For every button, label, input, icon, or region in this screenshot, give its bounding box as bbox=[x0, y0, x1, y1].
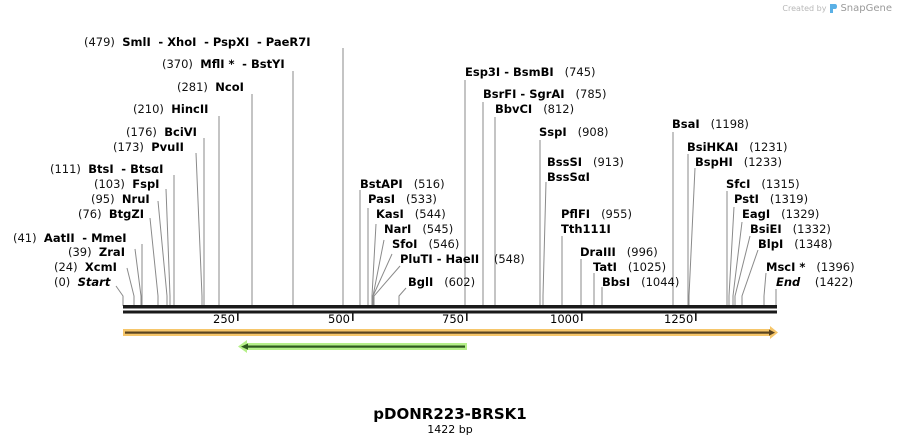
site-label-aatii[interactable]: (41) AatII - MmeI bbox=[13, 231, 127, 245]
site-label-nari[interactable]: NarI (545) bbox=[384, 222, 454, 236]
ruler-label-750: 750 bbox=[442, 312, 464, 326]
snapgene-logo-icon bbox=[830, 4, 838, 13]
site-label-sfoi[interactable]: SfoI (546) bbox=[392, 237, 460, 251]
site-label-bsphi[interactable]: BspHI (1233) bbox=[695, 155, 782, 169]
site-label-bstapi[interactable]: BstAPI (516) bbox=[360, 177, 445, 191]
site-label-hincii[interactable]: (210) HincII bbox=[133, 102, 209, 116]
backbone bbox=[123, 305, 777, 314]
site-label-bsihkai[interactable]: BsiHKAI (1231) bbox=[687, 140, 788, 154]
site-label-bsssi[interactable]: BssSI (913) bbox=[547, 155, 624, 169]
site-label-zrai[interactable]: (39) ZraI bbox=[68, 245, 125, 259]
site-label-nrui[interactable]: (95) NruI bbox=[91, 192, 150, 206]
site-label-smli[interactable]: (479) SmlI - XhoI - PspXI - PaeR7I bbox=[84, 35, 311, 49]
site-label-btgzi[interactable]: (76) BtgZI bbox=[78, 207, 145, 221]
site-label-bbvci[interactable]: BbvCI (812) bbox=[495, 102, 575, 116]
ruler-ticks bbox=[237, 313, 697, 321]
plasmid-length: 1422 bp bbox=[427, 423, 473, 436]
site-lines bbox=[115, 48, 344, 306]
site-label-xcmi[interactable]: (24) XcmI bbox=[54, 260, 117, 274]
site-label-kasi[interactable]: KasI (544) bbox=[376, 207, 446, 221]
site-label-tth111i[interactable]: Tth111I bbox=[561, 222, 611, 236]
site-label-mfli[interactable]: (370) MflI * - BstYI bbox=[162, 57, 285, 71]
ruler-label-1000: 1000 bbox=[550, 312, 580, 326]
site-label-sspi[interactable]: SspI (908) bbox=[539, 125, 609, 139]
ruler-label-500: 500 bbox=[328, 312, 350, 326]
site-label-pluti[interactable]: PluTI - HaeII (548) bbox=[400, 252, 525, 266]
site-label-eagi[interactable]: EagI (1329) bbox=[742, 207, 820, 221]
ruler-label-1250: 1250 bbox=[664, 312, 694, 326]
site-lines-right bbox=[359, 80, 777, 306]
site-label-sfci[interactable]: SfcI (1315) bbox=[726, 177, 800, 191]
site-label-end[interactable]: End (1422) bbox=[776, 275, 854, 289]
ruler-label-250: 250 bbox=[213, 312, 235, 326]
site-label-bsssai[interactable]: BssSαI bbox=[547, 170, 590, 184]
feature-arrow-forward[interactable] bbox=[123, 326, 778, 339]
plasmid-name: pDONR223-BRSK1 bbox=[373, 405, 527, 423]
site-label-start[interactable]: (0) Start bbox=[54, 275, 111, 289]
site-label-bsiei[interactable]: BsiEI (1332) bbox=[750, 222, 831, 236]
site-label-blpi[interactable]: BlpI (1348) bbox=[758, 237, 833, 251]
site-label-esp3i[interactable]: Esp3I - BsmBI (745) bbox=[465, 65, 596, 79]
site-label-psti[interactable]: PstI (1319) bbox=[734, 192, 809, 206]
site-label-bbsi[interactable]: BbsI (1044) bbox=[602, 275, 680, 289]
site-label-pvuii[interactable]: (173) PvuII bbox=[113, 140, 184, 154]
site-label-msci[interactable]: MscI * (1396) bbox=[766, 260, 855, 274]
site-label-bgli[interactable]: BglI (602) bbox=[408, 275, 476, 289]
site-label-tati[interactable]: TatI (1025) bbox=[593, 260, 667, 274]
site-label-btsi[interactable]: (111) BtsI - BtsαI bbox=[50, 162, 164, 176]
site-label-ncoi[interactable]: (281) NcoI bbox=[177, 80, 244, 94]
credit-brand: SnapGene bbox=[840, 3, 892, 14]
site-label-pasi[interactable]: PasI (533) bbox=[368, 192, 437, 206]
site-label-draiii[interactable]: DraIII (996) bbox=[580, 245, 658, 259]
snapgene-credit: Created by SnapGene bbox=[782, 3, 892, 14]
feature-arrow-reverse[interactable] bbox=[238, 340, 467, 353]
site-label-fspi[interactable]: (103) FspI bbox=[94, 177, 160, 191]
site-label-bcivi[interactable]: (176) BciVI bbox=[126, 125, 197, 139]
site-label-pflfi[interactable]: PflFI (955) bbox=[561, 207, 632, 221]
site-label-bsrfi[interactable]: BsrFI - SgrAI (785) bbox=[483, 87, 607, 101]
credit-prefix: Created by bbox=[782, 4, 827, 13]
site-label-bsai[interactable]: BsaI (1198) bbox=[672, 117, 749, 131]
